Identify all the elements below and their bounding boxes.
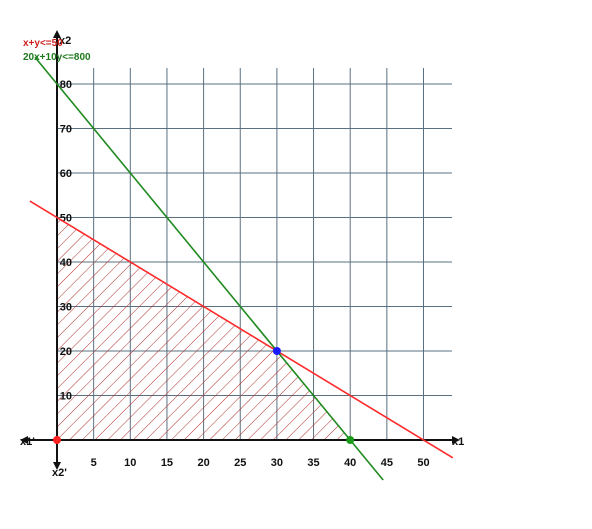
vertex-point-1 xyxy=(53,436,61,444)
vertex-point-3 xyxy=(346,436,355,444)
feasible-region xyxy=(57,217,351,440)
vertex-point-2 xyxy=(272,347,281,355)
x-tick-label-20: 20 xyxy=(197,457,209,469)
y-tick-label-30: 30 xyxy=(60,302,72,314)
legend-entry-1: x+y<=50 xyxy=(23,38,63,49)
constraint-line-1 xyxy=(29,200,454,459)
y-axis-arrow-negative xyxy=(53,462,61,470)
vertex-points xyxy=(53,347,355,444)
y-tick-label-10: 10 xyxy=(60,391,72,403)
y-axis-label: x2 xyxy=(59,35,71,47)
x-axis-arrow xyxy=(452,436,460,444)
x-tick-label-35: 35 xyxy=(307,457,319,469)
legend-entry-2: 20x+10y<=800 xyxy=(23,52,91,63)
x-tick-label-40: 40 xyxy=(344,457,356,469)
x-tick-label-25: 25 xyxy=(234,457,246,469)
x-tick-label-50: 50 xyxy=(417,457,429,469)
x-tick-label-30: 30 xyxy=(271,457,283,469)
y-tick-label-70: 70 xyxy=(60,124,72,136)
y-tick-label-40: 40 xyxy=(60,257,72,269)
constraint-lines xyxy=(29,56,454,481)
y-tick-label-20: 20 xyxy=(60,346,72,358)
x-axis-label: x1 xyxy=(452,436,464,448)
constraint-line-2 xyxy=(34,56,384,481)
x-axis-arrow-negative xyxy=(20,436,28,444)
x-tick-label-5: 5 xyxy=(91,457,97,469)
x-tick-label-10: 10 xyxy=(124,457,136,469)
axes xyxy=(20,30,460,470)
y-tick-label-80: 80 xyxy=(60,79,72,91)
feasible-region-group xyxy=(57,217,351,440)
x-tick-label-45: 45 xyxy=(381,457,393,469)
x-axis-label-negative: x1' xyxy=(20,436,35,448)
y-axis-label-negative: x2' xyxy=(52,467,67,479)
y-tick-label-60: 60 xyxy=(60,168,72,180)
x-tick-label-15: 15 xyxy=(161,457,173,469)
y-axis-arrow xyxy=(53,30,61,38)
